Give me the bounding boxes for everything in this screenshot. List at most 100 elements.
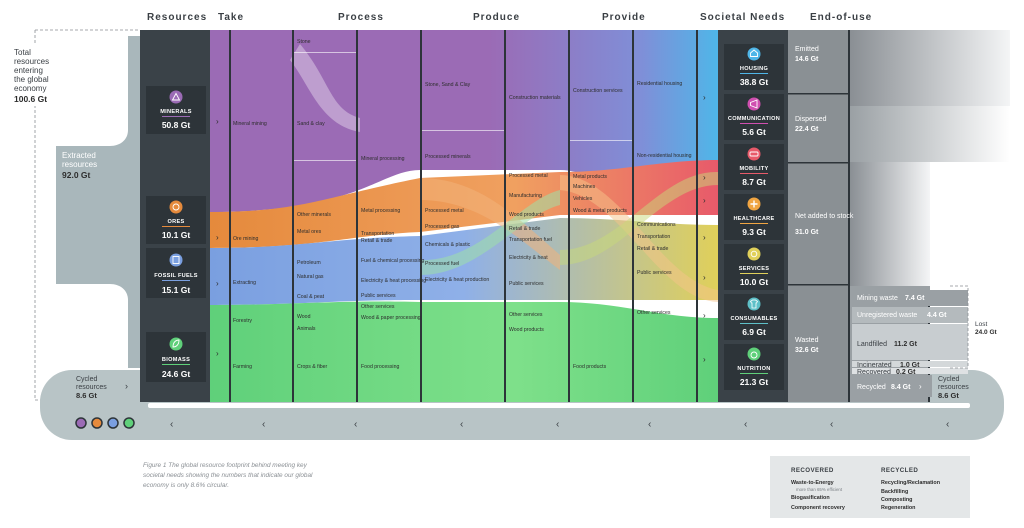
take-arrow[interactable]: › <box>216 279 219 288</box>
provide-input: Machines <box>573 184 596 190</box>
process-input: Natural gas <box>297 274 324 280</box>
loop-arrow[interactable]: ‹ <box>556 419 559 430</box>
produce-label: Electricity & heat <box>509 255 548 261</box>
produce-label: Transportation fuel <box>509 237 552 243</box>
produce-label: Retail & trade <box>509 226 541 232</box>
total-line-1: Total <box>14 48 31 57</box>
resource-card-minerals[interactable]: MINERALS 50.8 Gt <box>146 86 206 134</box>
take-arrow[interactable]: › <box>216 117 219 126</box>
need-card-mobility[interactable]: MOBILITY 8.7 Gt <box>724 144 784 190</box>
legend-note: more than 65% efficient <box>796 487 843 492</box>
legend-item: Backfilling <box>881 489 908 495</box>
car-icon <box>747 147 761 161</box>
header-produce: Produce <box>473 12 520 23</box>
resource-card-fossil-fuels[interactable]: FOSSIL FUELS 15.1 Gt <box>146 248 206 298</box>
header-provide: Provide <box>602 12 646 23</box>
need-value: 9.3 Gt <box>742 227 766 237</box>
end-label: Emitted <box>795 46 819 53</box>
extracted-line-2: resources <box>62 160 97 169</box>
megaphone-icon <box>747 97 761 111</box>
need-card-consumables[interactable]: CONSUMABLES 6.9 Gt <box>724 294 784 340</box>
needs-arrow[interactable]: › <box>703 93 706 102</box>
need-name: NUTRITION <box>737 366 770 372</box>
end-value: 32.6 Gt <box>795 347 819 354</box>
produce-label: Construction materials <box>509 95 561 101</box>
need-name: SERVICES <box>739 266 770 272</box>
take-labels: Mineral mining Ore mining Extracting For… <box>233 121 267 370</box>
provide-label: Public services <box>637 270 672 276</box>
loop-arrow[interactable]: ‹ <box>170 419 173 430</box>
legend-recovered-title: RECOVERED <box>791 467 834 474</box>
process-label: Wood & paper processing <box>361 315 421 321</box>
provide-label: Transportation <box>637 234 670 240</box>
house-icon <box>747 47 761 61</box>
needs-arrow[interactable]: › <box>703 233 706 242</box>
need-card-healthcare[interactable]: HEALTHCARE 9.3 Gt <box>724 194 784 240</box>
recycled-arrow[interactable]: › <box>919 382 922 391</box>
process-label: Mineral processing <box>361 156 405 162</box>
waste-label: Mining waste <box>857 295 898 302</box>
needs-arrow[interactable]: › <box>703 311 706 320</box>
resource-value: 15.1 Gt <box>162 285 191 295</box>
waste-value: 1.0 Gt <box>900 362 920 369</box>
leaf-icon <box>169 337 183 351</box>
process-label: Retail & trade <box>361 238 393 244</box>
loop-arrow[interactable]: ‹ <box>946 419 949 430</box>
legend-item: Composting <box>881 497 912 503</box>
process-input: Animals <box>297 326 316 332</box>
resource-card-ores[interactable]: ORES 10.1 Gt <box>146 196 206 244</box>
process-label: Food processing <box>361 364 399 370</box>
resource-name: ORES <box>167 219 184 225</box>
end-value: 31.0 Gt <box>795 229 819 236</box>
header-take: Take <box>218 12 244 23</box>
cycled-right-line-1: Cycled <box>938 376 960 383</box>
legend-item: Biogasification <box>791 495 830 501</box>
legend-item: Recycling/Reclamation <box>881 480 940 486</box>
total-line-4: the global <box>14 75 49 84</box>
produce-input: Processed minerals <box>425 154 471 160</box>
cycled-right-value: 8.6 Gt <box>938 391 959 400</box>
loop-arrow[interactable]: ‹ <box>354 419 357 430</box>
need-card-services[interactable]: SERVICES 10.0 Gt <box>724 244 784 290</box>
needs-arrow[interactable]: › <box>703 173 706 182</box>
take-label: Ore mining <box>233 236 258 242</box>
need-card-nutrition[interactable]: NUTRITION 21.3 Gt <box>724 344 784 390</box>
resource-card-biomass[interactable]: BIOMASS 24.6 Gt <box>146 332 206 382</box>
extracted-value: 92.0 Gt <box>62 170 91 180</box>
end-of-use-column: Emitted 14.6 Gt Dispersed 22.4 Gt Net ad… <box>788 30 1010 402</box>
cycled-left-line-2: resources <box>76 384 107 391</box>
take-arrows: › › › › › › › › › › › <box>216 93 706 364</box>
needs-arrow[interactable]: › <box>703 273 706 282</box>
take-label: Farming <box>233 364 252 370</box>
produce-label: Wood products <box>509 212 544 218</box>
loop-arrow[interactable]: ‹ <box>460 419 463 430</box>
ores-dot <box>91 417 103 429</box>
lost-value: 24.0 Gt <box>975 329 998 336</box>
process-label: Transportation <box>361 231 394 237</box>
cycled-left-arrow[interactable]: › <box>125 381 128 391</box>
total-line-3: entering <box>14 66 43 75</box>
loop-arrow[interactable]: ‹ <box>262 419 265 430</box>
cycled-right-line-2: resources <box>938 384 969 391</box>
extracted-resources-group: Extracted resources 92.0 Gt <box>56 36 140 368</box>
loop-arrow[interactable]: ‹ <box>648 419 651 430</box>
needs-arrow[interactable]: › <box>703 355 706 364</box>
lost-label: Lost <box>975 321 987 328</box>
biomass-dot <box>123 417 135 429</box>
take-arrow[interactable]: › <box>216 349 219 358</box>
loop-arrow[interactable]: ‹ <box>744 419 747 430</box>
need-name: CONSUMABLES <box>730 316 777 322</box>
process-label: Metal processing <box>361 208 400 214</box>
produce-inputs: Stone, Sand & Clay Processed minerals Pr… <box>425 82 489 283</box>
produce-label: Other services <box>509 312 543 318</box>
needs-arrow[interactable]: › <box>703 196 706 205</box>
caption-line: Figure 1 The global resource footprint b… <box>143 462 308 469</box>
need-card-communication[interactable]: COMMUNICATION 5.6 Gt <box>724 94 784 140</box>
need-card-housing[interactable]: HOUSING 38.8 Gt <box>724 44 784 90</box>
take-arrow[interactable]: › <box>216 233 219 242</box>
resource-value: 10.1 Gt <box>162 230 191 240</box>
need-name: HEALTHCARE <box>733 216 774 222</box>
provide-input: Metal products <box>573 174 607 180</box>
loop-arrow[interactable]: ‹ <box>830 419 833 430</box>
